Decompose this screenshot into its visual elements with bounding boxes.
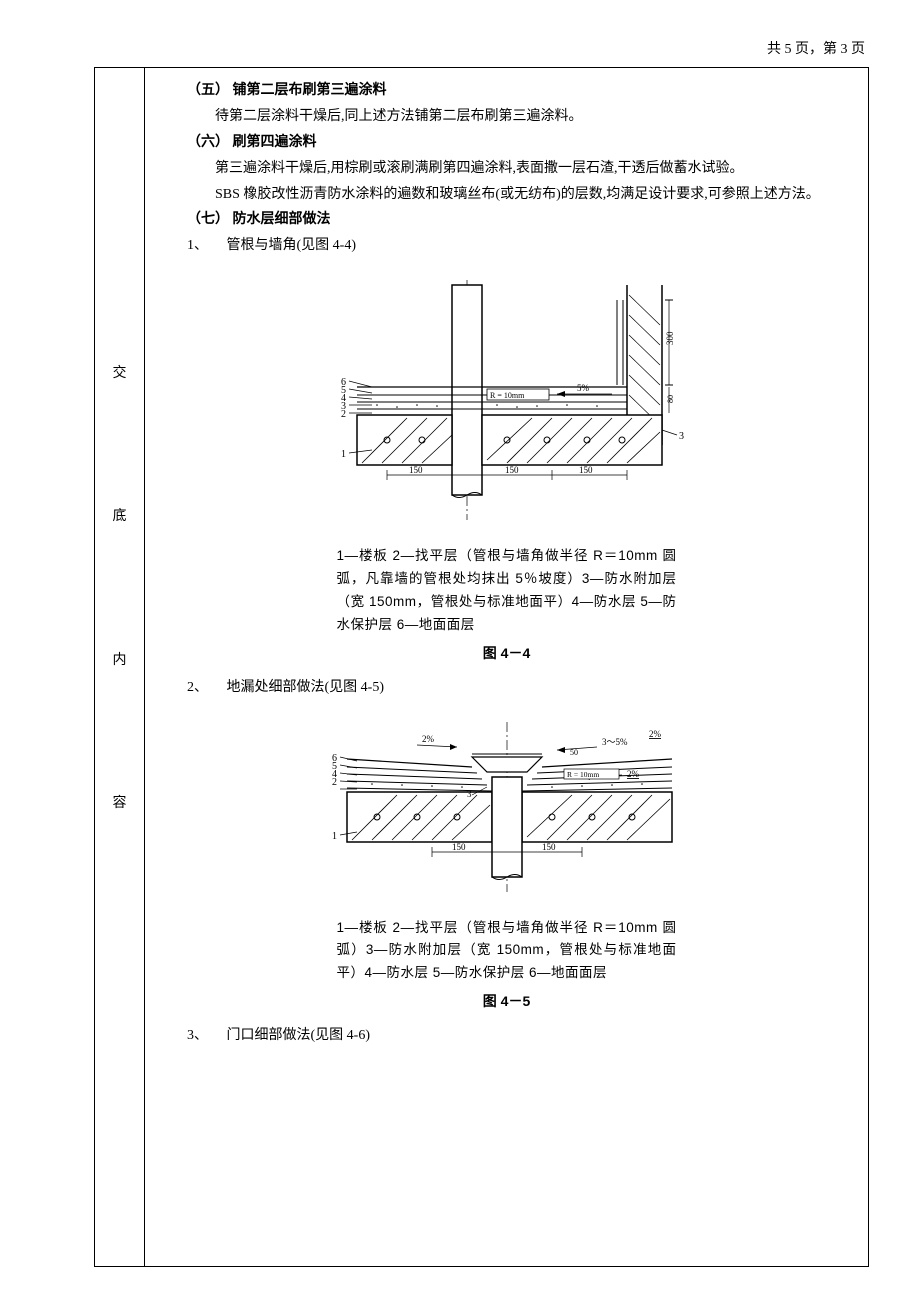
svg-text:50: 50 <box>570 748 578 757</box>
content-cell: （五） 铺第二层布刷第三遍涂料 待第二层涂料干燥后,同上述方法铺第二层布刷第三遍… <box>145 68 869 1267</box>
list-number: 3、 <box>187 1023 223 1049</box>
svg-text:5%: 5% <box>577 383 590 393</box>
svg-text:300: 300 <box>665 331 675 345</box>
list-item-1: 1、 管根与墙角(见图 4-4) <box>159 233 854 259</box>
list-number: 2、 <box>187 675 223 701</box>
svg-text:150: 150 <box>579 465 593 475</box>
document-table: 交 底 内 容 （五） 铺第二层布刷第三遍涂料 待第二层涂料干燥后,同上述方法铺… <box>94 67 869 1267</box>
section-heading-6: （六） 刷第四遍涂料 <box>159 130 854 156</box>
svg-text:1: 1 <box>341 449 346 460</box>
figure-caption: 1—楼板 2—找平层（管根与墙角做半径 R＝10mm 圆弧，凡靠墙的管根处均抹出… <box>337 545 677 637</box>
figure-caption: 1—楼板 2—找平层（管根与墙角做半径 R＝10mm 圆弧）3—防水附加层（宽 … <box>337 917 677 986</box>
svg-text:2%: 2% <box>422 734 435 744</box>
list-number: 1、 <box>187 233 223 259</box>
body-text: 第三遍涂料干燥后,用棕刷或滚刷满刷第四遍涂料,表面撒一层石渣,干透后做蓄水试验。 <box>159 156 854 182</box>
sidebar-char: 容 <box>113 792 127 812</box>
sidebar-char: 底 <box>113 505 127 525</box>
body-text: SBS 橡胶改性沥青防水涂料的遍数和玻璃丝布(或无纺布)的层数,均满足设计要求,… <box>159 182 854 208</box>
svg-text:2: 2 <box>341 409 346 420</box>
diagram-4-5-svg: 2% 2% 3～5% 50 2% R = 10mm <box>322 717 692 897</box>
list-item-3: 3、 门口细部做法(见图 4-6) <box>159 1023 854 1049</box>
list-item-2: 2、 地漏处细部做法(见图 4-5) <box>159 675 854 701</box>
svg-text:3～5%: 3～5% <box>602 737 628 747</box>
list-text: 管根与墙角(见图 4-4) <box>227 238 357 253</box>
svg-text:2%: 2% <box>649 729 662 739</box>
svg-text:R = 10mm: R = 10mm <box>490 391 525 400</box>
sidebar-cell: 交 底 内 容 <box>95 68 145 1267</box>
svg-text:150: 150 <box>505 465 519 475</box>
svg-text:2%: 2% <box>627 769 640 779</box>
svg-text:80: 80 <box>666 395 675 403</box>
body-text: 待第二层涂料干燥后,同上述方法铺第二层布刷第三遍涂料。 <box>159 104 854 130</box>
sidebar-char: 内 <box>113 649 127 669</box>
page-number: 共 5 页，第 3 页 <box>767 38 865 58</box>
list-text: 地漏处细部做法(见图 4-5) <box>227 680 385 695</box>
svg-text:150: 150 <box>542 842 556 852</box>
section-heading-7: （七） 防水层细部做法 <box>159 207 854 233</box>
figure-label: 图 4－4 <box>159 641 854 667</box>
svg-text:1: 1 <box>332 831 337 842</box>
list-text: 门口细部做法(见图 4-6) <box>227 1028 371 1043</box>
svg-text:3: 3 <box>679 431 684 442</box>
figure-label: 图 4－5 <box>159 989 854 1015</box>
section-heading-5: （五） 铺第二层布刷第三遍涂料 <box>159 78 854 104</box>
diagram-4-4-svg: R = 10mm 5% 6 5 4 3 2 1 <box>327 275 687 525</box>
sidebar-char: 交 <box>113 362 127 382</box>
svg-text:R = 10mm: R = 10mm <box>567 770 599 779</box>
svg-text:3: 3 <box>467 789 472 799</box>
figure-4-5: 2% 2% 3～5% 50 2% R = 10mm <box>159 717 854 1016</box>
figure-4-4: R = 10mm 5% 6 5 4 3 2 1 <box>159 275 854 667</box>
svg-text:150: 150 <box>452 842 466 852</box>
svg-text:2: 2 <box>332 777 337 788</box>
svg-text:150: 150 <box>409 465 423 475</box>
